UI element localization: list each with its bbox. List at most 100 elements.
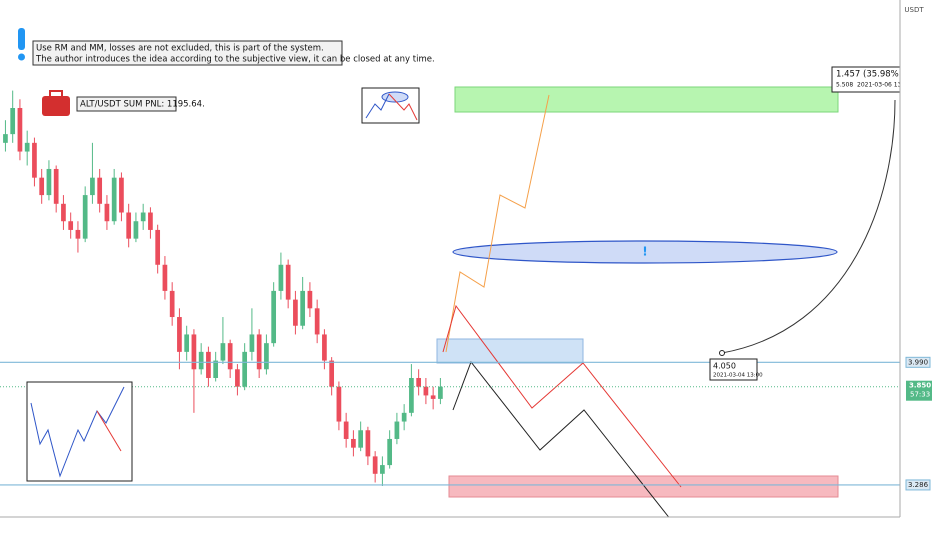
candle-body — [351, 438, 356, 448]
pnl-box — [76, 96, 177, 112]
candle-body — [249, 334, 255, 352]
candle-body — [423, 386, 429, 396]
candle-body — [285, 264, 291, 300]
candle-body — [438, 386, 443, 399]
candle-body — [314, 308, 320, 335]
candle-body — [372, 456, 378, 474]
price-tag-label: 3.990 — [908, 358, 928, 366]
candle-body — [300, 290, 306, 326]
axis-unit: USDT — [904, 6, 924, 14]
candle-body — [184, 334, 190, 352]
ellipse-zone — [452, 240, 838, 264]
scenario-box — [26, 381, 133, 482]
last-price-label: 3.850 — [909, 382, 931, 390]
candle-body — [307, 290, 313, 309]
candle-body — [394, 421, 400, 439]
last-price-tag — [906, 380, 932, 401]
measure-end-price: 5.508 — [836, 82, 853, 89]
candle-body — [24, 142, 30, 152]
candle-body — [264, 343, 269, 370]
candle-body — [242, 351, 248, 387]
candle-body — [206, 351, 211, 378]
candle-body — [119, 177, 124, 213]
price-axis — [900, 0, 932, 550]
briefcase-icon — [42, 96, 70, 116]
pnl-text: ALT/USDT SUM PNL: 1195.64. — [80, 100, 205, 110]
candle-body — [271, 290, 277, 344]
candle-body — [380, 465, 385, 474]
candle-body — [3, 134, 8, 143]
price-tag-label: 3.286 — [908, 481, 929, 489]
thumb-line — [365, 93, 390, 119]
briefcase-handle — [49, 90, 63, 98]
time-axis — [0, 517, 932, 550]
candle-body — [198, 351, 204, 370]
stop-zone — [448, 475, 839, 498]
bull-projection — [445, 94, 550, 353]
candle-body — [169, 290, 175, 318]
candle-body — [220, 343, 226, 361]
candle-body — [365, 430, 371, 457]
measure-curve — [721, 99, 896, 354]
candle-body — [293, 299, 298, 326]
candle-body — [416, 377, 422, 387]
candle-body — [329, 360, 335, 387]
candle-body — [336, 386, 342, 422]
candle-body — [97, 177, 103, 204]
candle-body — [343, 421, 349, 439]
candle-body — [61, 203, 66, 222]
candle-body — [68, 221, 74, 230]
start-box — [709, 358, 758, 381]
candle-body — [104, 203, 110, 222]
scenario-line — [30, 386, 125, 478]
scenario-line — [96, 410, 122, 452]
measure-box — [831, 66, 905, 93]
candle-body — [10, 107, 16, 135]
note-line: The author introduces the idea according… — [35, 55, 435, 65]
candle-body — [213, 360, 219, 378]
price-tag — [905, 356, 931, 368]
candle-body — [177, 317, 182, 352]
candle-body — [256, 334, 262, 370]
candle-body — [227, 343, 233, 370]
price-tag — [905, 479, 931, 491]
candle-body — [133, 221, 139, 239]
candle-body — [162, 264, 168, 291]
entry-zone — [436, 338, 584, 364]
candle-body — [53, 168, 59, 204]
ellipse-mark: ! — [642, 245, 647, 259]
measure-end-time: 2021-03-06 13:00 — [857, 82, 911, 89]
candle-body — [32, 142, 37, 178]
target-zone — [454, 86, 839, 113]
candle-body — [126, 212, 132, 239]
candle-body — [358, 430, 364, 448]
candle-body — [148, 212, 153, 230]
alert-icon — [18, 28, 25, 50]
note-box — [32, 40, 343, 66]
candle-body — [401, 412, 407, 422]
start-time: 2021-03-04 13:00 — [713, 373, 763, 379]
candle-body — [140, 212, 146, 222]
candle-body — [82, 195, 88, 239]
candle-body — [90, 177, 95, 196]
candle-body — [278, 264, 284, 291]
candle-body — [387, 438, 393, 466]
candle-body — [191, 334, 197, 370]
candle-body — [17, 107, 23, 152]
candle-body — [430, 395, 436, 399]
candles — [3, 90, 443, 486]
alert-dot — [18, 53, 25, 61]
note-line: Use RM and MM, losses are not excluded, … — [36, 44, 324, 54]
candle-body — [235, 369, 240, 387]
black-projection — [452, 360, 672, 521]
countdown: 57:33 — [910, 391, 930, 399]
start-price: 4.050 — [713, 362, 736, 371]
candle-body — [409, 377, 414, 413]
candle-body — [155, 229, 161, 265]
candle-body — [322, 334, 327, 361]
measure-start — [719, 350, 725, 356]
red-projection — [442, 304, 682, 488]
